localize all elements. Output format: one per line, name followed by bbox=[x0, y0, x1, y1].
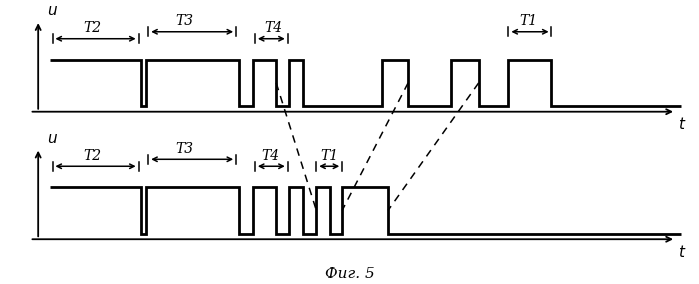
Text: $u$: $u$ bbox=[47, 4, 58, 18]
Text: Фиг. 5: Фиг. 5 bbox=[324, 267, 375, 281]
Text: T3: T3 bbox=[175, 141, 194, 156]
Text: $u$: $u$ bbox=[47, 132, 58, 146]
Text: T3: T3 bbox=[175, 14, 194, 28]
Text: T4: T4 bbox=[264, 21, 282, 35]
Text: $t$: $t$ bbox=[678, 116, 686, 132]
Text: T4: T4 bbox=[261, 149, 280, 162]
Text: $t$: $t$ bbox=[678, 244, 686, 260]
Text: T2: T2 bbox=[84, 149, 102, 162]
Text: T1: T1 bbox=[519, 14, 538, 28]
Text: T1: T1 bbox=[320, 149, 338, 162]
Text: T2: T2 bbox=[84, 21, 102, 35]
